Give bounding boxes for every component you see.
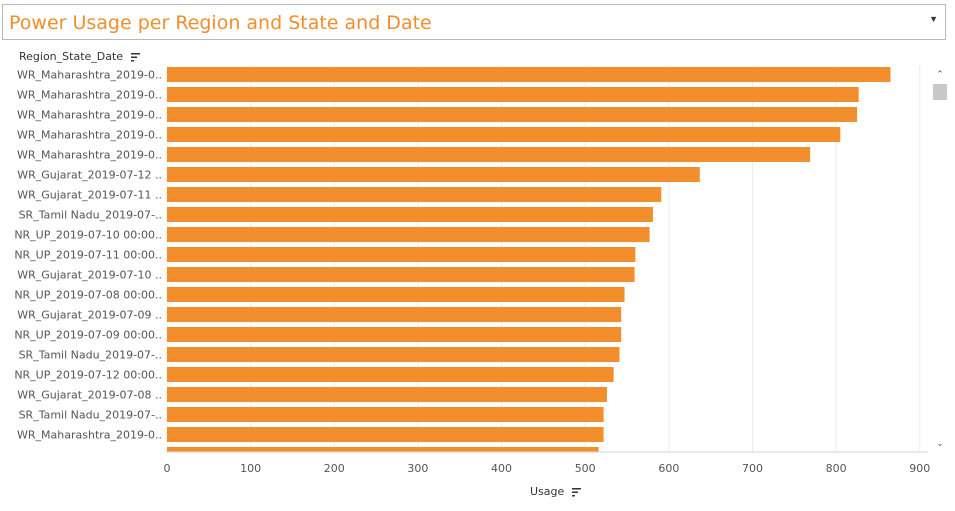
y-category-label[interactable]: WR_Gujarat_2019-07-08 .. — [17, 389, 162, 402]
y-category-label[interactable]: WR_Maharashtra_2019-0.. — [17, 429, 162, 442]
bar[interactable] — [167, 427, 604, 442]
bar[interactable] — [167, 247, 636, 262]
y-category-label[interactable]: WR_Gujarat_2019-07-12 .. — [17, 169, 162, 182]
x-tick-label: 100 — [240, 462, 261, 475]
y-category-label[interactable]: SR_Tamil Nadu_2019-07-.. — [19, 209, 162, 222]
bar[interactable] — [167, 167, 700, 182]
bar[interactable] — [167, 67, 891, 82]
x-tick-label: 200 — [324, 462, 345, 475]
chart-title: Power Usage per Region and State and Dat… — [9, 12, 432, 34]
bar[interactable] — [167, 187, 662, 202]
x-tick-label: 0 — [164, 462, 171, 475]
vertical-scrollbar[interactable]: ⌃ ⌄ — [932, 66, 948, 452]
y-category-label[interactable]: NR_UP_2019-07-09 00:00.. — [14, 329, 162, 342]
sort-icon[interactable] — [130, 52, 140, 62]
y-category-label[interactable]: WR_Gujarat_2019-07-10 .. — [17, 269, 162, 282]
bar[interactable] — [167, 307, 622, 322]
scroll-thumb[interactable] — [933, 84, 947, 100]
y-category-label[interactable]: SR_Tamil Nadu_2019-07-.. — [19, 409, 162, 422]
row-header-label: Region_State_Date — [19, 50, 124, 63]
y-category-label[interactable]: NR_UP_2019-07-10 00:00.. — [14, 229, 162, 242]
bar[interactable] — [167, 227, 650, 242]
y-axis-labels: WR_Maharashtra_2019-0.. WR_Maharashtra_20… — [14, 69, 162, 442]
bar[interactable] — [167, 347, 620, 362]
bar[interactable] — [167, 387, 607, 402]
x-tick-label: 300 — [407, 462, 428, 475]
x-axis-title[interactable]: Usage — [530, 485, 581, 498]
scroll-down-icon[interactable]: ⌄ — [936, 438, 944, 448]
y-category-label[interactable]: WR_Maharashtra_2019-0.. — [17, 129, 162, 142]
bar[interactable] — [167, 107, 858, 122]
y-category-label[interactable]: WR_Maharashtra_2019-0.. — [17, 89, 162, 102]
x-tick-label: 800 — [826, 462, 847, 475]
x-axis-title-label: Usage — [530, 485, 565, 498]
x-axis-ticks: 0 100 200 300 400 500 600 700 800 900 — [164, 462, 931, 475]
dropdown-caret-icon[interactable]: ▼ — [929, 14, 938, 24]
bar[interactable] — [167, 267, 635, 282]
bar[interactable] — [167, 207, 653, 222]
y-category-label[interactable]: NR_UP_2019-07-12 00:00.. — [14, 369, 162, 382]
y-category-label[interactable]: NR_UP_2019-07-08 00:00.. — [14, 289, 162, 302]
y-category-label[interactable]: WR_Maharashtra_2019-0.. — [17, 109, 162, 122]
y-category-label[interactable]: WR_Gujarat_2019-07-11 .. — [17, 189, 162, 202]
sort-icon[interactable] — [571, 487, 581, 497]
scroll-up-icon[interactable]: ⌃ — [936, 69, 944, 79]
y-category-label[interactable]: WR_Maharashtra_2019-0.. — [17, 69, 162, 82]
bars — [167, 67, 891, 452]
x-tick-label: 600 — [658, 462, 679, 475]
y-category-label[interactable]: SR_Tamil Nadu_2019-07-.. — [19, 349, 162, 362]
bar[interactable] — [167, 287, 625, 302]
bar[interactable] — [167, 447, 599, 452]
x-tick-label: 400 — [491, 462, 512, 475]
bar[interactable] — [167, 327, 622, 342]
x-tick-label: 500 — [575, 462, 596, 475]
bar[interactable] — [167, 147, 811, 162]
row-header[interactable]: Region_State_Date — [19, 50, 140, 63]
y-category-label[interactable]: NR_UP_2019-07-11 00:00.. — [14, 249, 162, 262]
y-category-label[interactable]: WR_Maharashtra_2019-0.. — [17, 149, 162, 162]
x-tick-label: 900 — [909, 462, 930, 475]
bar[interactable] — [167, 127, 841, 142]
bar[interactable] — [167, 407, 604, 422]
y-category-label[interactable]: WR_Gujarat_2019-07-09 .. — [17, 309, 162, 322]
bar[interactable] — [167, 87, 859, 102]
bar[interactable] — [167, 367, 614, 382]
title-box[interactable]: Power Usage per Region and State and Dat… — [2, 4, 946, 40]
x-tick-label: 700 — [742, 462, 763, 475]
